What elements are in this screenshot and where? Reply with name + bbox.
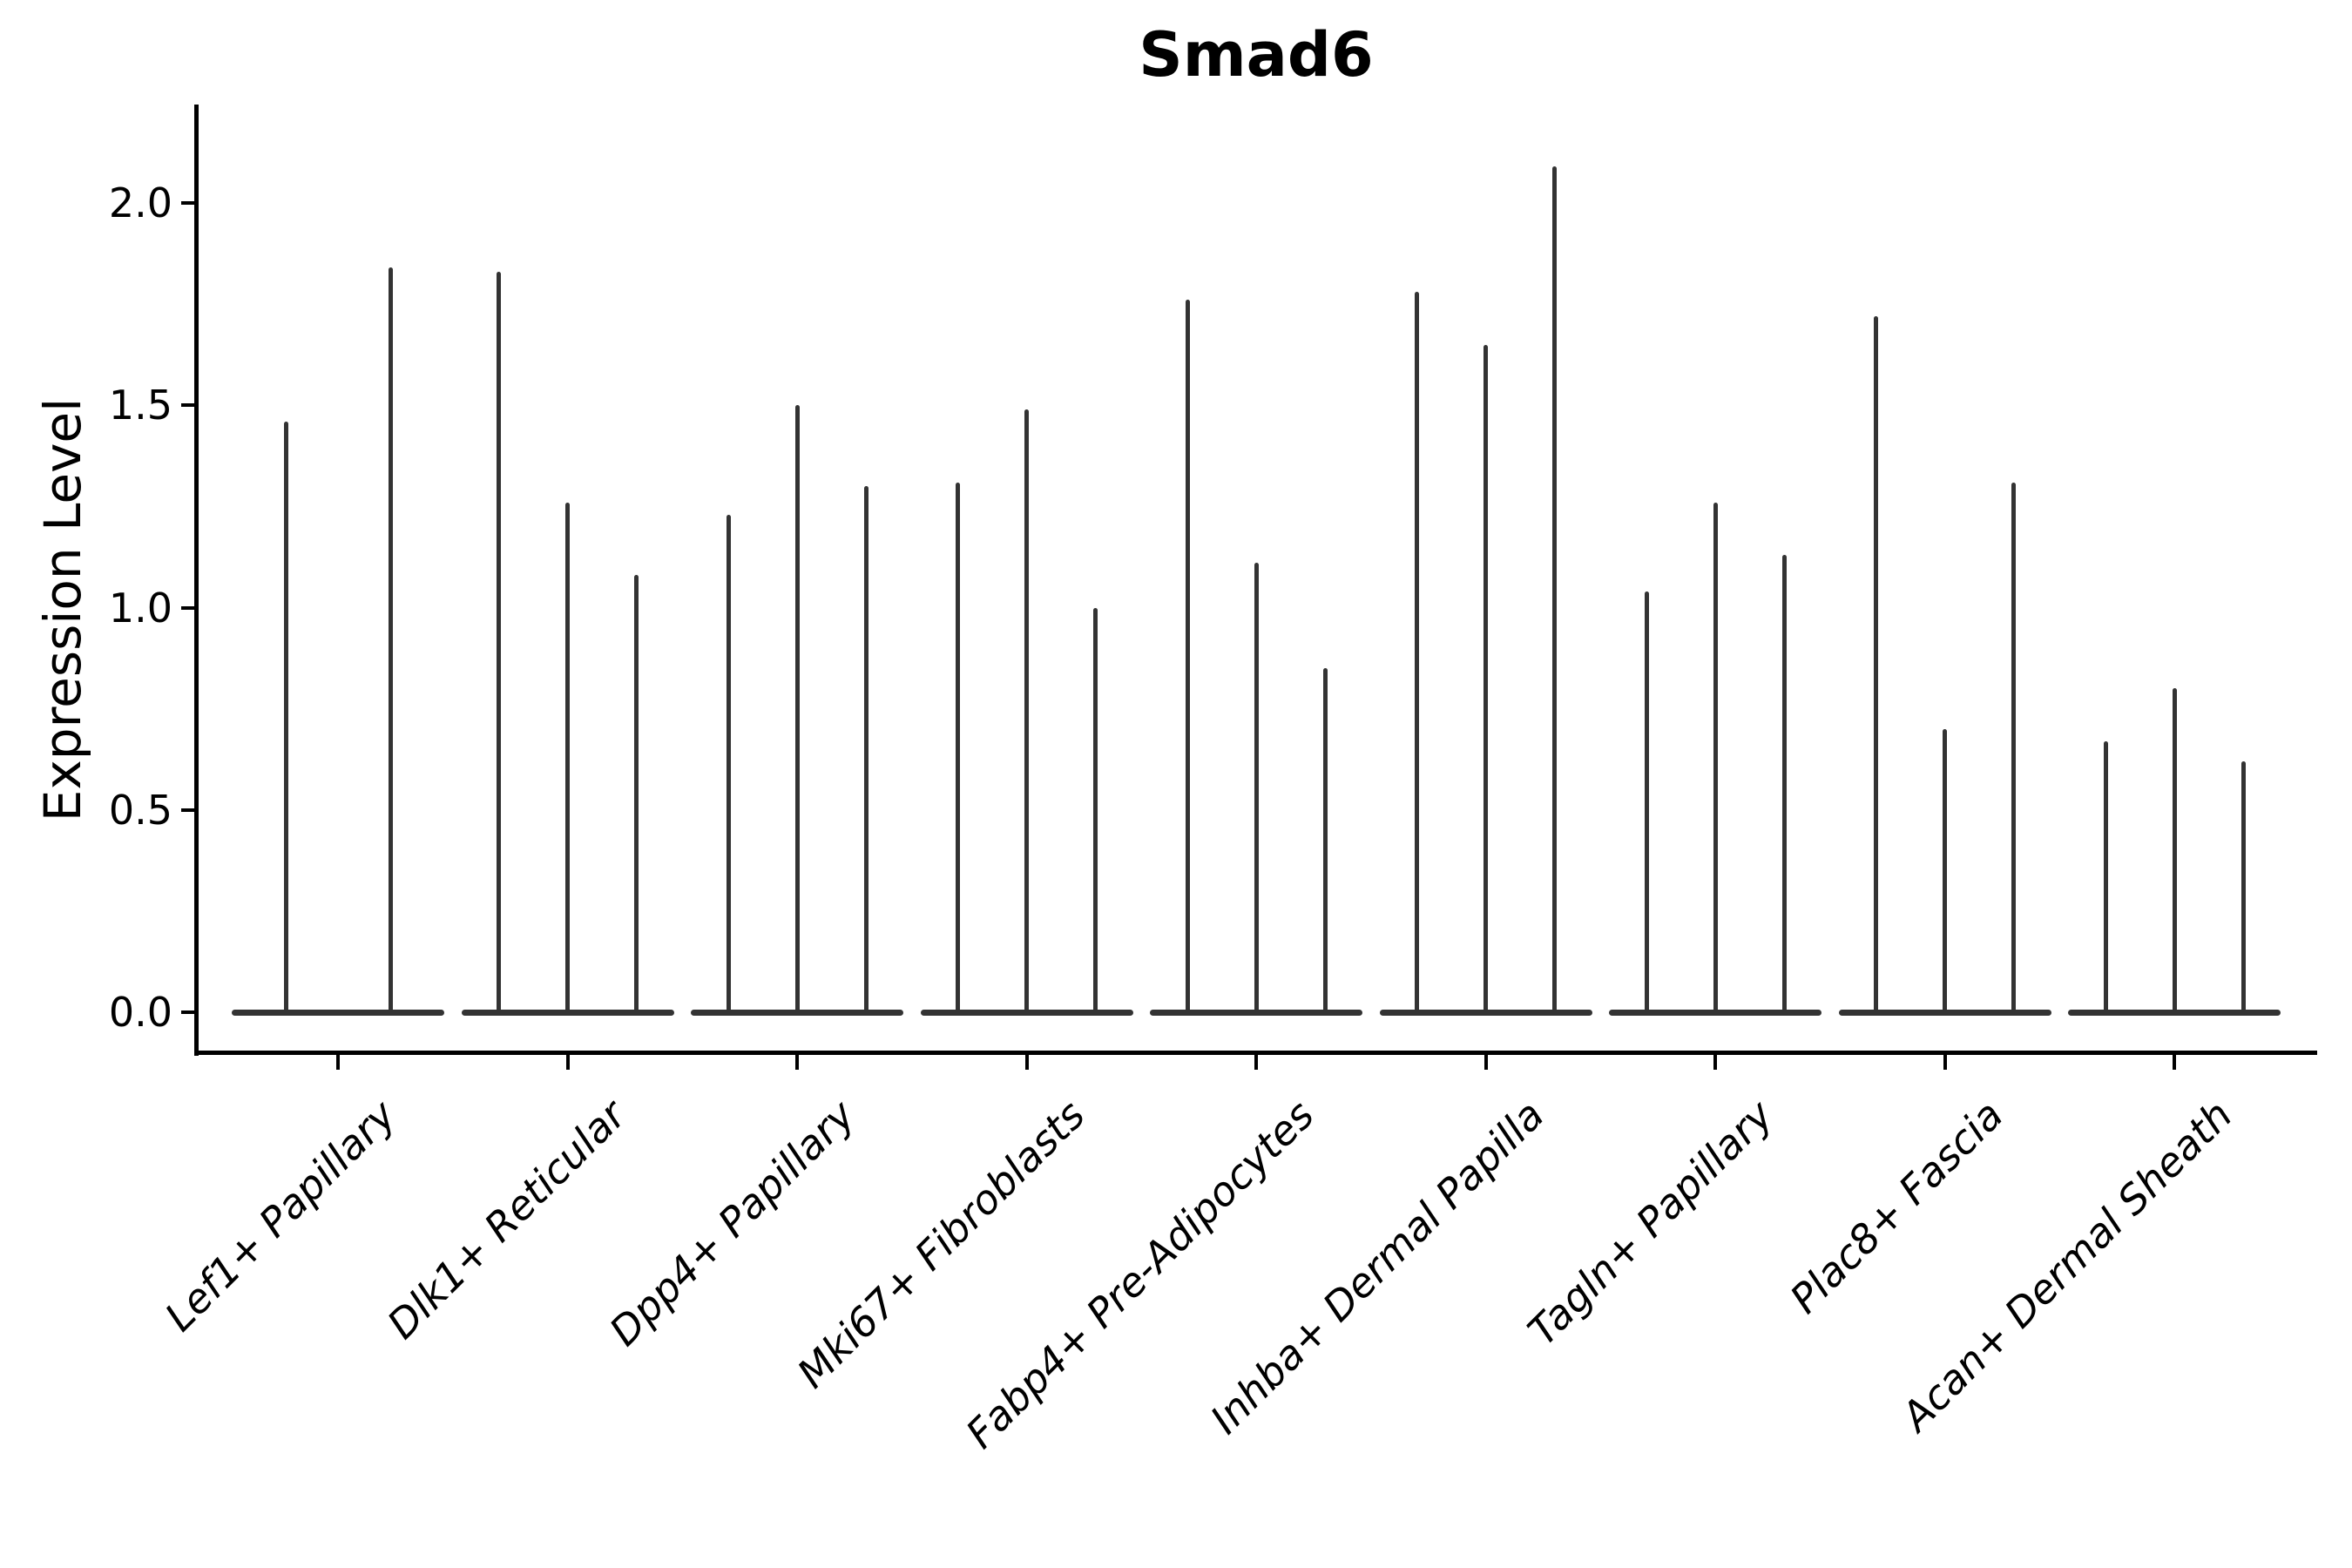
violin-spike [1322,668,1328,1015]
y-axis-spine [194,105,199,1056]
y-axis-tick-label: 1.0 [108,584,172,632]
x-axis-tick [795,1055,800,1070]
x-axis-tick-label: Dpp4+ Papillary [600,1091,864,1355]
x-axis-tick-label: Plac8+ Fascia [1781,1091,2012,1322]
y-axis-tick [181,403,194,408]
x-axis-tick [565,1055,570,1070]
x-axis-tick [336,1055,340,1070]
violin-spike [956,482,961,1015]
violin-spike [1943,728,1948,1015]
violin-spike [2240,761,2246,1015]
violin-spike [2103,740,2108,1015]
violin-spike [388,267,393,1015]
x-axis-spine [194,1051,2317,1055]
y-axis-tick [181,1010,194,1014]
violin-spike [634,575,639,1015]
figure-title: Smad6 [1139,19,1374,91]
x-axis-tick-label: Fabp4+ Pre-Adipocytes [956,1091,1323,1458]
violin-spike [863,486,868,1015]
violin-spike [1552,166,1558,1015]
x-axis-tick-label: Inhba+ Dermal Papilla [1200,1091,1553,1443]
violin-spike [565,502,571,1015]
violin-spike [1713,502,1718,1015]
violin-spike [2172,688,2177,1015]
x-axis-tick [1024,1055,1029,1070]
violin-spike [1644,591,1649,1015]
x-axis-tick-label: Lef1+ Papillary [155,1091,405,1341]
violin-spike [283,421,288,1015]
x-axis-tick-label: Acan+ Dermal Sheath [1892,1091,2242,1441]
violin-spike [1415,292,1420,1015]
violin-spike [794,405,800,1015]
violin-spike [726,514,731,1015]
y-axis-tick [181,808,194,812]
x-axis-tick [1484,1055,1488,1070]
violin-base [232,1009,444,1016]
violin-spike [2011,482,2017,1015]
y-axis-tick-label: 1.5 [108,382,172,429]
violin-spike [1093,607,1098,1015]
y-axis-tick-label: 2.0 [108,179,172,226]
violin-spike [1185,300,1190,1015]
x-axis-tick-label: Tagln+ Papillary [1518,1091,1783,1355]
violin-spike [1024,409,1030,1015]
x-axis-tick [1713,1055,1718,1070]
y-axis-tick-label: 0.5 [108,786,172,834]
x-axis-tick [1943,1055,1947,1070]
y-axis-tick [181,201,194,205]
x-axis-tick [2173,1055,2177,1070]
x-axis-tick-label: Mki67+ Fibroblasts [787,1091,1094,1397]
x-axis-tick-label: Dlk1+ Reticular [377,1091,635,1348]
violin-spike [1254,563,1259,1015]
y-axis-tick [181,605,194,610]
x-axis-tick [1254,1055,1259,1070]
y-axis-tick-label: 0.0 [108,989,172,1036]
violin-spike [497,271,502,1015]
violin-spike [1874,316,1879,1015]
violin-spike [1781,555,1787,1015]
violin-spike [1484,344,1489,1015]
